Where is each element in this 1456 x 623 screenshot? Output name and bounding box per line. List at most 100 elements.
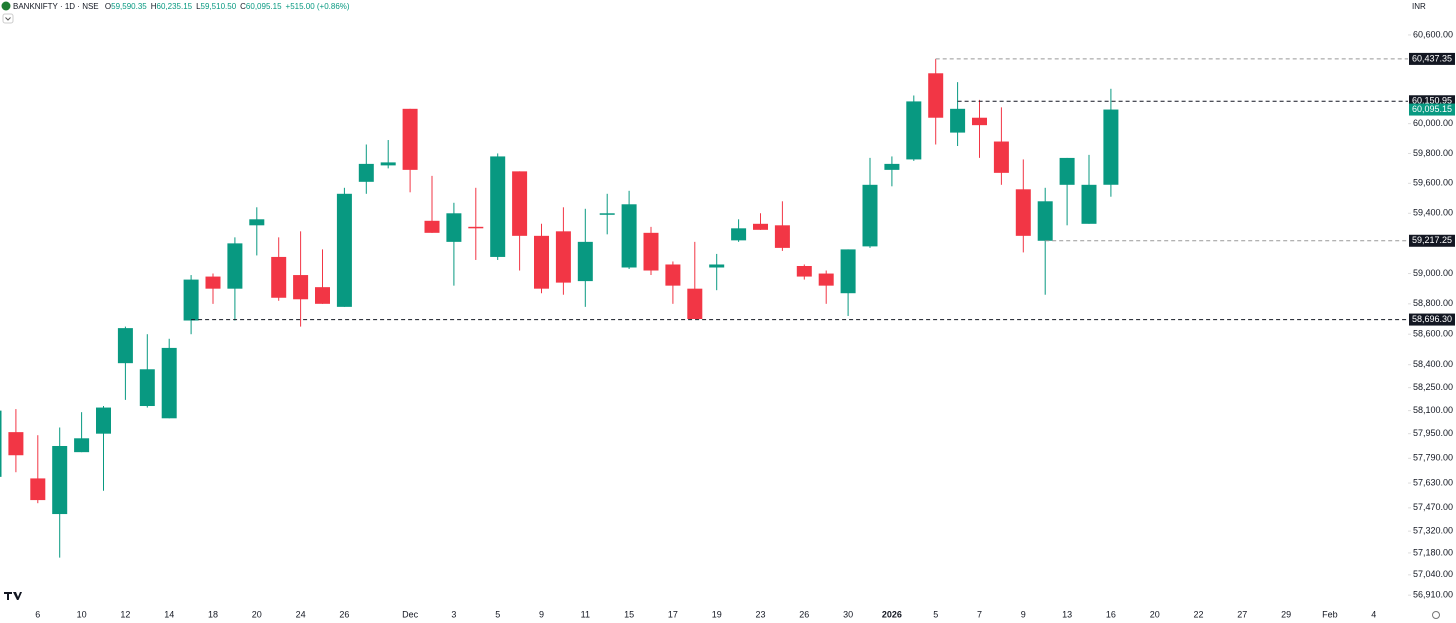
candle-body bbox=[643, 232, 659, 271]
x-tick-label: 15 bbox=[624, 609, 634, 619]
symbol-icon bbox=[1, 1, 11, 11]
x-tick-label: 22 bbox=[1193, 609, 1203, 619]
settings-icon[interactable] bbox=[1432, 611, 1440, 619]
y-tick-label: 58,400.00 bbox=[1413, 359, 1453, 369]
y-tick-label: 57,630.00 bbox=[1413, 477, 1453, 487]
candle-body bbox=[534, 235, 549, 289]
candle-body bbox=[599, 213, 615, 215]
candle-body bbox=[30, 478, 46, 501]
tv-logo bbox=[4, 592, 22, 600]
y-tick-label: 57,470.00 bbox=[1413, 502, 1453, 512]
candle-body bbox=[774, 225, 790, 248]
x-tick-label: 30 bbox=[843, 609, 853, 619]
symbol: BANKNIFTY · 1D · NSE bbox=[13, 2, 99, 11]
y-tick-label: 57,180.00 bbox=[1413, 547, 1453, 557]
candle-body bbox=[950, 108, 966, 133]
x-tick-label: 20 bbox=[252, 609, 262, 619]
chevron bbox=[5, 17, 11, 21]
candle-body bbox=[205, 276, 221, 289]
field-value: 60,235.15 bbox=[157, 2, 193, 11]
candle-body bbox=[555, 231, 571, 283]
candle-body bbox=[731, 228, 747, 241]
x-tick-label: 24 bbox=[296, 609, 306, 619]
candle-body bbox=[490, 156, 506, 257]
candle-body bbox=[96, 407, 111, 434]
y-tick-label: 58,600.00 bbox=[1413, 329, 1453, 339]
candle-body bbox=[928, 73, 944, 118]
candle-body bbox=[358, 163, 374, 182]
y-tick-label: 59,000.00 bbox=[1413, 268, 1453, 278]
candle-body bbox=[709, 264, 725, 268]
field-key: L bbox=[196, 2, 201, 11]
candle-body bbox=[993, 141, 1009, 173]
field-key: H bbox=[151, 2, 157, 11]
candle-body bbox=[906, 101, 922, 160]
y-tick-label: 58,800.00 bbox=[1413, 298, 1453, 308]
price-label: 58,696.30 bbox=[1412, 314, 1452, 324]
y-tick-label: 59,400.00 bbox=[1413, 208, 1453, 218]
x-tick-label: 26 bbox=[339, 609, 349, 619]
candle-body bbox=[139, 369, 155, 407]
candle-body bbox=[424, 220, 440, 233]
y-tick-label: 59,800.00 bbox=[1413, 148, 1453, 158]
candle-body bbox=[840, 249, 856, 294]
candle-body bbox=[972, 117, 987, 126]
candle-body bbox=[1103, 109, 1119, 185]
price-label-bg bbox=[1409, 52, 1455, 65]
x-tick-label: Dec bbox=[402, 609, 419, 619]
field-value: 59,510.50 bbox=[201, 2, 237, 11]
x-tick-label: 14 bbox=[164, 609, 174, 619]
collapse-button[interactable] bbox=[2, 13, 14, 24]
field-value: 59,590.35 bbox=[111, 2, 147, 11]
x-tick-label: 11 bbox=[581, 609, 590, 619]
x-tick-label: 2026 bbox=[882, 609, 902, 619]
candle-body bbox=[862, 184, 878, 247]
x-tick-label: 5 bbox=[933, 609, 938, 619]
x-tick-label: 17 bbox=[668, 609, 678, 619]
candle-body bbox=[1015, 189, 1031, 236]
y-tick-label: 60,600.00 bbox=[1413, 29, 1453, 39]
field-key: C bbox=[240, 2, 246, 11]
candle-body bbox=[796, 265, 812, 277]
y-tick-label: 57,790.00 bbox=[1413, 453, 1453, 463]
y-tick-label: 59,600.00 bbox=[1413, 178, 1453, 188]
x-tick-label: 27 bbox=[1237, 609, 1247, 619]
price-label-bg bbox=[1409, 103, 1455, 116]
candle-body bbox=[183, 279, 199, 321]
candle-body bbox=[1037, 201, 1053, 241]
y-tick-label: 56,910.00 bbox=[1413, 590, 1453, 600]
candle-body bbox=[380, 162, 396, 166]
candle-body bbox=[227, 243, 243, 289]
price-label: 60,095.15 bbox=[1412, 104, 1452, 114]
candle-body bbox=[293, 275, 309, 300]
x-tick-label: 26 bbox=[799, 609, 809, 619]
y-tick-label: 60,000.00 bbox=[1413, 118, 1453, 128]
candle-body bbox=[621, 204, 637, 268]
candle-body bbox=[249, 219, 265, 226]
x-tick-label: 9 bbox=[1021, 609, 1026, 619]
y-tick-label: 57,040.00 bbox=[1413, 569, 1453, 579]
price-label: 60,437.35 bbox=[1412, 53, 1452, 63]
candle-body bbox=[336, 193, 352, 307]
x-tick-label: 12 bbox=[120, 609, 130, 619]
y-tick-label: 58,100.00 bbox=[1413, 405, 1453, 415]
candle-body bbox=[0, 410, 2, 477]
y-tick-label: 58,250.00 bbox=[1413, 382, 1453, 392]
candle-body bbox=[468, 226, 484, 229]
x-tick-label: 3 bbox=[451, 609, 456, 619]
candle-body bbox=[271, 256, 287, 298]
candle-body bbox=[1059, 157, 1075, 185]
change: +515.00 (+0.86%) bbox=[286, 2, 350, 11]
candle-body bbox=[446, 213, 462, 242]
candle-body bbox=[884, 163, 900, 170]
x-tick-label: 29 bbox=[1281, 609, 1291, 619]
field-value: 60,095.15 bbox=[246, 2, 282, 11]
x-tick-label: 7 bbox=[977, 609, 982, 619]
field-key: O bbox=[105, 2, 111, 11]
price-label-bg bbox=[1409, 313, 1455, 326]
candle-body bbox=[74, 438, 90, 453]
candle-body bbox=[577, 241, 593, 282]
x-tick-label: 5 bbox=[495, 609, 500, 619]
x-tick-label: 18 bbox=[208, 609, 218, 619]
